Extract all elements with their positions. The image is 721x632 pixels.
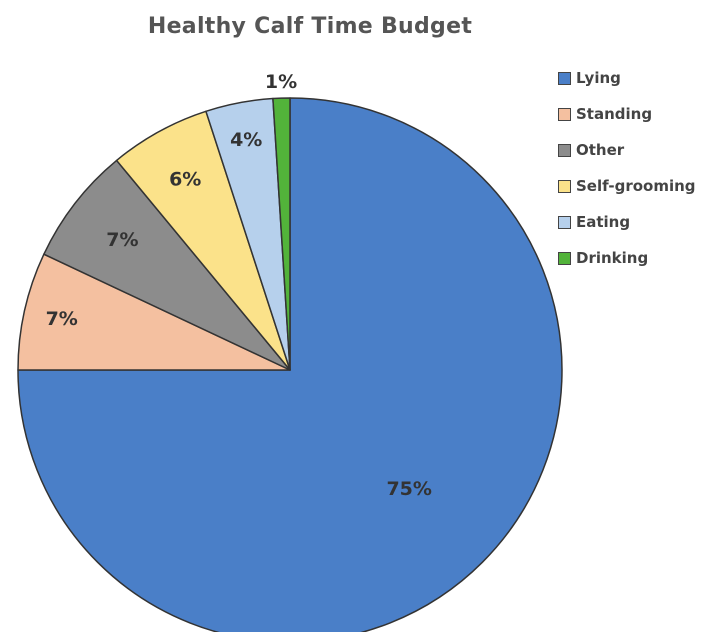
legend-swatch	[558, 107, 571, 121]
legend-label: Standing	[576, 105, 653, 123]
legend-item-drinking: Drinking	[558, 240, 696, 276]
legend-item-lying: Lying	[558, 60, 696, 96]
legend-label: Other	[576, 141, 625, 159]
legend-item-standing: Standing	[558, 96, 696, 132]
legend-swatch	[558, 215, 571, 229]
legend-item-self-grooming: Self-grooming	[558, 168, 696, 204]
legend-label: Drinking	[576, 249, 649, 267]
pie-label-standing: 7%	[46, 308, 78, 330]
legend-swatch	[558, 251, 571, 265]
legend-item-eating: Eating	[558, 204, 696, 240]
legend-item-other: Other	[558, 132, 696, 168]
pie-slice-drinking	[272, 97, 291, 371]
pie-slice-standing	[17, 253, 291, 371]
legend-label: Self-grooming	[576, 177, 696, 195]
pie-label-other: 7%	[106, 229, 138, 251]
legend-label: Eating	[576, 213, 631, 231]
chart-legend: Lying Standing Other Self-grooming Eating Dri…	[558, 60, 696, 276]
pie-slice-other	[43, 159, 291, 371]
pie-label-self-grooming: 6%	[169, 168, 201, 190]
pie-label-drinking: 1%	[265, 71, 297, 93]
pie-label-lying: 75%	[386, 478, 431, 500]
legend-swatch	[558, 143, 571, 157]
legend-swatch	[558, 179, 571, 193]
pie-labels: 75% 7% 7% 6% 4% 1%	[46, 71, 432, 500]
legend-label: Lying	[576, 69, 621, 87]
pie-slice-lying	[17, 97, 563, 632]
pie-label-eating: 4%	[230, 129, 262, 151]
pie-slices	[17, 97, 563, 632]
chart-title: Healthy Calf Time Budget	[147, 14, 473, 39]
legend-swatch	[558, 71, 571, 85]
